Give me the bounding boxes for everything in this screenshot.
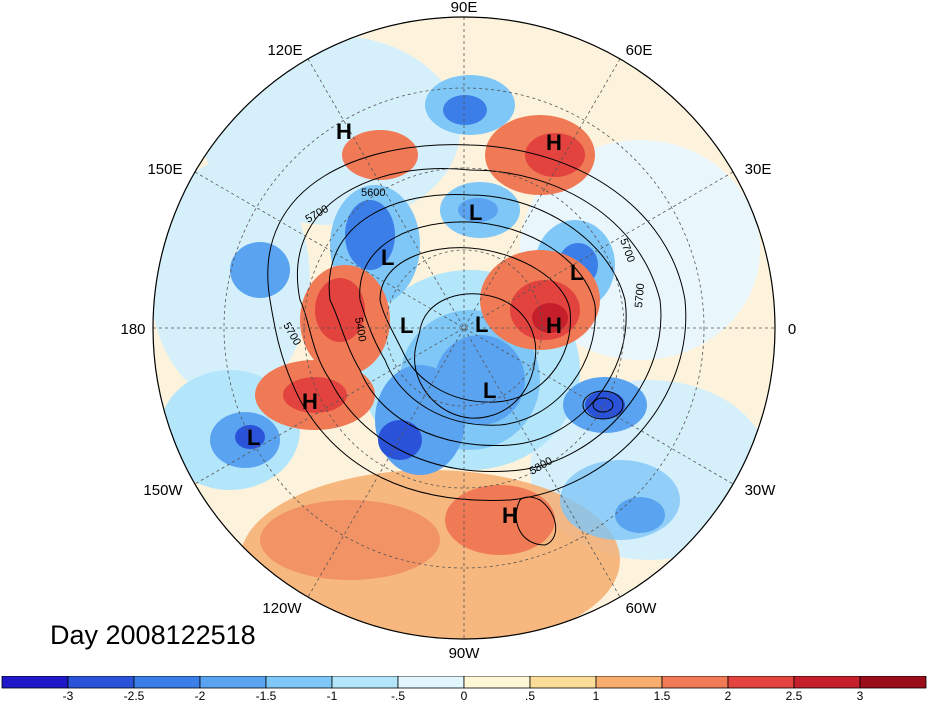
lon-label-90e: 90E: [451, 0, 478, 16]
lon-label-30e: 30E: [745, 161, 772, 178]
colorbar-swatch: [199, 676, 267, 689]
contour-label: 5700: [633, 283, 647, 308]
low-center-marker: L: [483, 378, 496, 403]
graticule: [153, 17, 775, 639]
colorbar-swatch: [661, 676, 729, 689]
colorbar-tick-label: 3: [857, 689, 864, 702]
low-center-marker: L: [247, 425, 260, 450]
lon-label-90w: 90W: [449, 645, 481, 662]
low-center-marker: L: [381, 245, 394, 270]
colorbar-swatch: [133, 676, 201, 689]
lon-label-0: 0: [788, 321, 796, 338]
lon-label-60w: 60W: [626, 600, 658, 617]
high-center-marker: H: [546, 313, 562, 338]
anomaly-field: [153, 17, 775, 639]
high-center-marker: H: [546, 130, 562, 155]
longitude-labels: 90E 60E 30E 0 30W 60W 90W 120W 150W 180 …: [120, 0, 796, 662]
lon-label-30w: 30W: [745, 482, 777, 499]
lon-label-120e: 120E: [267, 42, 302, 59]
colorbar-swatch: [331, 676, 399, 689]
colorbar: -3 -2.5 -2 -1.5 -1 -.5 0 .5 1 1.5 2 2.5 3: [1, 676, 927, 702]
high-center-marker: H: [336, 119, 352, 144]
low-center-marker: L: [400, 313, 413, 338]
colorbar-swatch: [529, 676, 597, 689]
high-center-marker: H: [302, 389, 318, 414]
colorbar-swatch: [463, 676, 531, 689]
contour-label: 5600: [361, 187, 385, 199]
pressure-centers: H H H H H L L L L L L L L: [247, 119, 583, 528]
contour-label: 5400: [352, 316, 368, 342]
height-contours: [267, 144, 687, 546]
colorbar-tick-label: 2.5: [786, 689, 803, 702]
colorbar-tick-label: -3: [63, 689, 74, 702]
colorbar-swatch: [595, 676, 663, 689]
contour-labels: 5600 5700 5400 5700 5700 5700 5800: [280, 187, 647, 478]
colorbar-tick-label: -1.5: [256, 689, 277, 702]
colorbar-tick-label: -2: [195, 689, 206, 702]
colorbar-tick-label: -.5: [391, 689, 405, 702]
low-center-marker: L: [469, 200, 482, 225]
polar-stereographic-map: 90E 60E 30E 0 30W 60W 90W 120W 150W 180 …: [120, 0, 796, 662]
colorbar-tick-label: 2: [725, 689, 732, 702]
map-border: [152, 16, 776, 640]
colorbar-swatch: [1, 676, 69, 689]
low-center-marker: L: [475, 312, 488, 337]
colorbar-swatch: [67, 676, 135, 689]
lon-label-120w: 120W: [262, 600, 302, 617]
lon-label-150w: 150W: [143, 482, 183, 499]
colorbar-tick-label: 0: [461, 689, 468, 702]
low-center-marker: L: [570, 260, 583, 285]
colorbar-swatch: [265, 676, 333, 689]
colorbar-tick-label: -1: [327, 689, 338, 702]
colorbar-tick-label: 1.5: [654, 689, 671, 702]
lon-label-150e: 150E: [147, 161, 182, 178]
colorbar-swatch: [727, 676, 795, 689]
colorbar-swatch: [859, 676, 927, 689]
colorbar-swatch: [397, 676, 465, 689]
map-title: Day 2008122518: [50, 620, 256, 650]
colorbar-tick-label: -2.5: [124, 689, 145, 702]
lon-label-180: 180: [120, 321, 145, 338]
colorbar-swatch: [793, 676, 861, 689]
colorbar-tick-label: .5: [525, 689, 535, 702]
high-center-marker: H: [502, 503, 518, 528]
lon-label-60e: 60E: [626, 42, 653, 59]
colorbar-tick-label: 1: [593, 689, 600, 702]
